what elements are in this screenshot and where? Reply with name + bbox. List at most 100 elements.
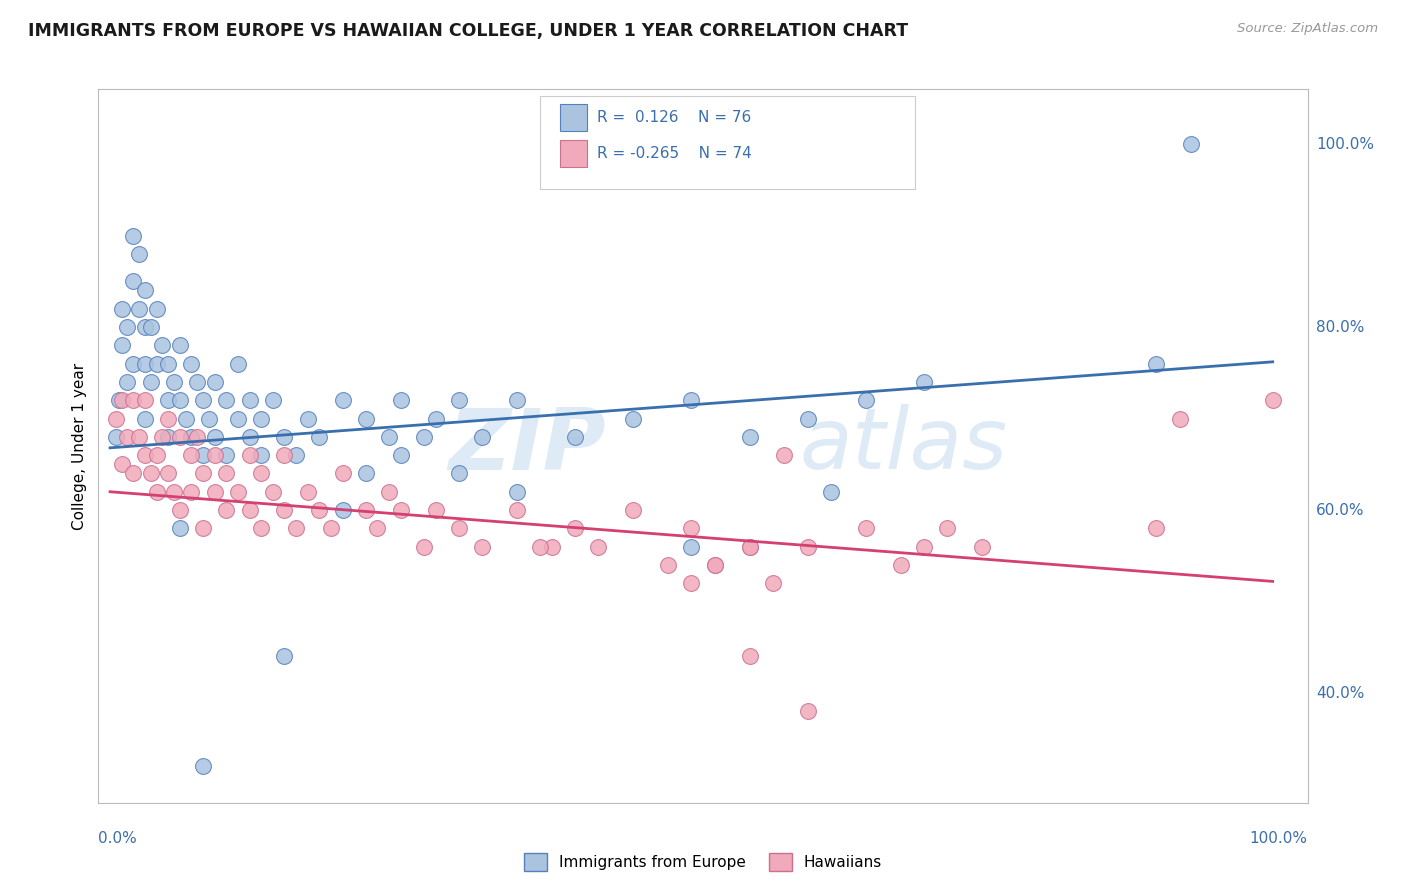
Point bbox=[332, 503, 354, 517]
Point bbox=[796, 704, 818, 718]
Point bbox=[134, 411, 156, 425]
Point bbox=[204, 430, 226, 444]
Point bbox=[191, 521, 214, 535]
Point bbox=[191, 759, 214, 773]
Point bbox=[215, 448, 238, 462]
Point bbox=[389, 503, 412, 517]
Point bbox=[912, 375, 935, 389]
Point bbox=[471, 540, 494, 554]
Point bbox=[122, 357, 145, 371]
Point bbox=[912, 540, 935, 554]
Point bbox=[447, 467, 470, 481]
Point bbox=[150, 430, 173, 444]
Point bbox=[128, 247, 150, 261]
Point bbox=[226, 484, 249, 499]
Text: ZIP: ZIP bbox=[449, 404, 606, 488]
Point bbox=[191, 448, 214, 462]
Point bbox=[471, 430, 494, 444]
Point bbox=[1144, 357, 1167, 371]
Point bbox=[186, 375, 208, 389]
Point bbox=[262, 484, 284, 499]
Point bbox=[1144, 521, 1167, 535]
Point bbox=[413, 540, 436, 554]
Point bbox=[134, 357, 156, 371]
Point bbox=[506, 393, 529, 408]
Point bbox=[738, 649, 761, 664]
Point bbox=[820, 484, 842, 499]
Point bbox=[250, 448, 273, 462]
Point bbox=[163, 484, 186, 499]
Point bbox=[506, 503, 529, 517]
Point bbox=[191, 467, 214, 481]
Text: 40.0%: 40.0% bbox=[1316, 686, 1364, 700]
Point bbox=[762, 576, 785, 591]
Point bbox=[703, 558, 725, 572]
Text: Source: ZipAtlas.com: Source: ZipAtlas.com bbox=[1237, 22, 1378, 36]
Text: 60.0%: 60.0% bbox=[1316, 502, 1364, 517]
Point bbox=[297, 484, 319, 499]
Point bbox=[122, 228, 145, 243]
Y-axis label: College, Under 1 year: College, Under 1 year bbox=[72, 362, 87, 530]
Point bbox=[169, 338, 191, 352]
Point bbox=[145, 448, 167, 462]
Point bbox=[122, 274, 145, 288]
Point bbox=[378, 484, 401, 499]
Text: R =  0.126    N = 76: R = 0.126 N = 76 bbox=[596, 111, 751, 125]
Point bbox=[250, 521, 273, 535]
Point bbox=[117, 320, 139, 334]
Point bbox=[425, 503, 447, 517]
Point bbox=[122, 467, 145, 481]
Point bbox=[354, 411, 377, 425]
Point bbox=[855, 393, 877, 408]
Legend: Immigrants from Europe, Hawaiians: Immigrants from Europe, Hawaiians bbox=[517, 847, 889, 877]
Text: 100.0%: 100.0% bbox=[1316, 136, 1374, 152]
Point bbox=[738, 540, 761, 554]
Point bbox=[308, 430, 330, 444]
Point bbox=[139, 375, 162, 389]
Point bbox=[204, 484, 226, 499]
Point bbox=[332, 393, 354, 408]
Point bbox=[111, 301, 134, 316]
Point bbox=[855, 521, 877, 535]
Point bbox=[111, 338, 134, 352]
Point bbox=[157, 393, 180, 408]
Point bbox=[681, 540, 703, 554]
Point bbox=[145, 301, 167, 316]
FancyBboxPatch shape bbox=[561, 140, 586, 167]
Point bbox=[529, 540, 551, 554]
Point bbox=[163, 375, 186, 389]
Point bbox=[285, 521, 308, 535]
Point bbox=[285, 448, 308, 462]
Point bbox=[657, 558, 679, 572]
Point bbox=[250, 467, 273, 481]
Point bbox=[540, 540, 562, 554]
Text: 100.0%: 100.0% bbox=[1250, 831, 1308, 847]
Point bbox=[273, 448, 295, 462]
Point bbox=[413, 430, 436, 444]
Text: 80.0%: 80.0% bbox=[1316, 319, 1364, 334]
Point bbox=[128, 430, 150, 444]
Text: R = -0.265    N = 74: R = -0.265 N = 74 bbox=[596, 146, 751, 161]
Point bbox=[250, 411, 273, 425]
Point bbox=[186, 430, 208, 444]
Point bbox=[226, 411, 249, 425]
Point bbox=[262, 393, 284, 408]
Point bbox=[169, 503, 191, 517]
Point bbox=[157, 357, 180, 371]
Point bbox=[273, 503, 295, 517]
Point bbox=[215, 467, 238, 481]
Point bbox=[796, 411, 818, 425]
Point bbox=[157, 411, 180, 425]
Point bbox=[157, 430, 180, 444]
Point bbox=[366, 521, 388, 535]
Point bbox=[134, 393, 156, 408]
Point bbox=[134, 284, 156, 298]
Point bbox=[1261, 393, 1284, 408]
Point bbox=[588, 540, 610, 554]
Point bbox=[564, 430, 586, 444]
Point bbox=[354, 503, 377, 517]
Point bbox=[180, 484, 202, 499]
Point bbox=[198, 411, 221, 425]
Point bbox=[204, 448, 226, 462]
Point bbox=[145, 357, 167, 371]
